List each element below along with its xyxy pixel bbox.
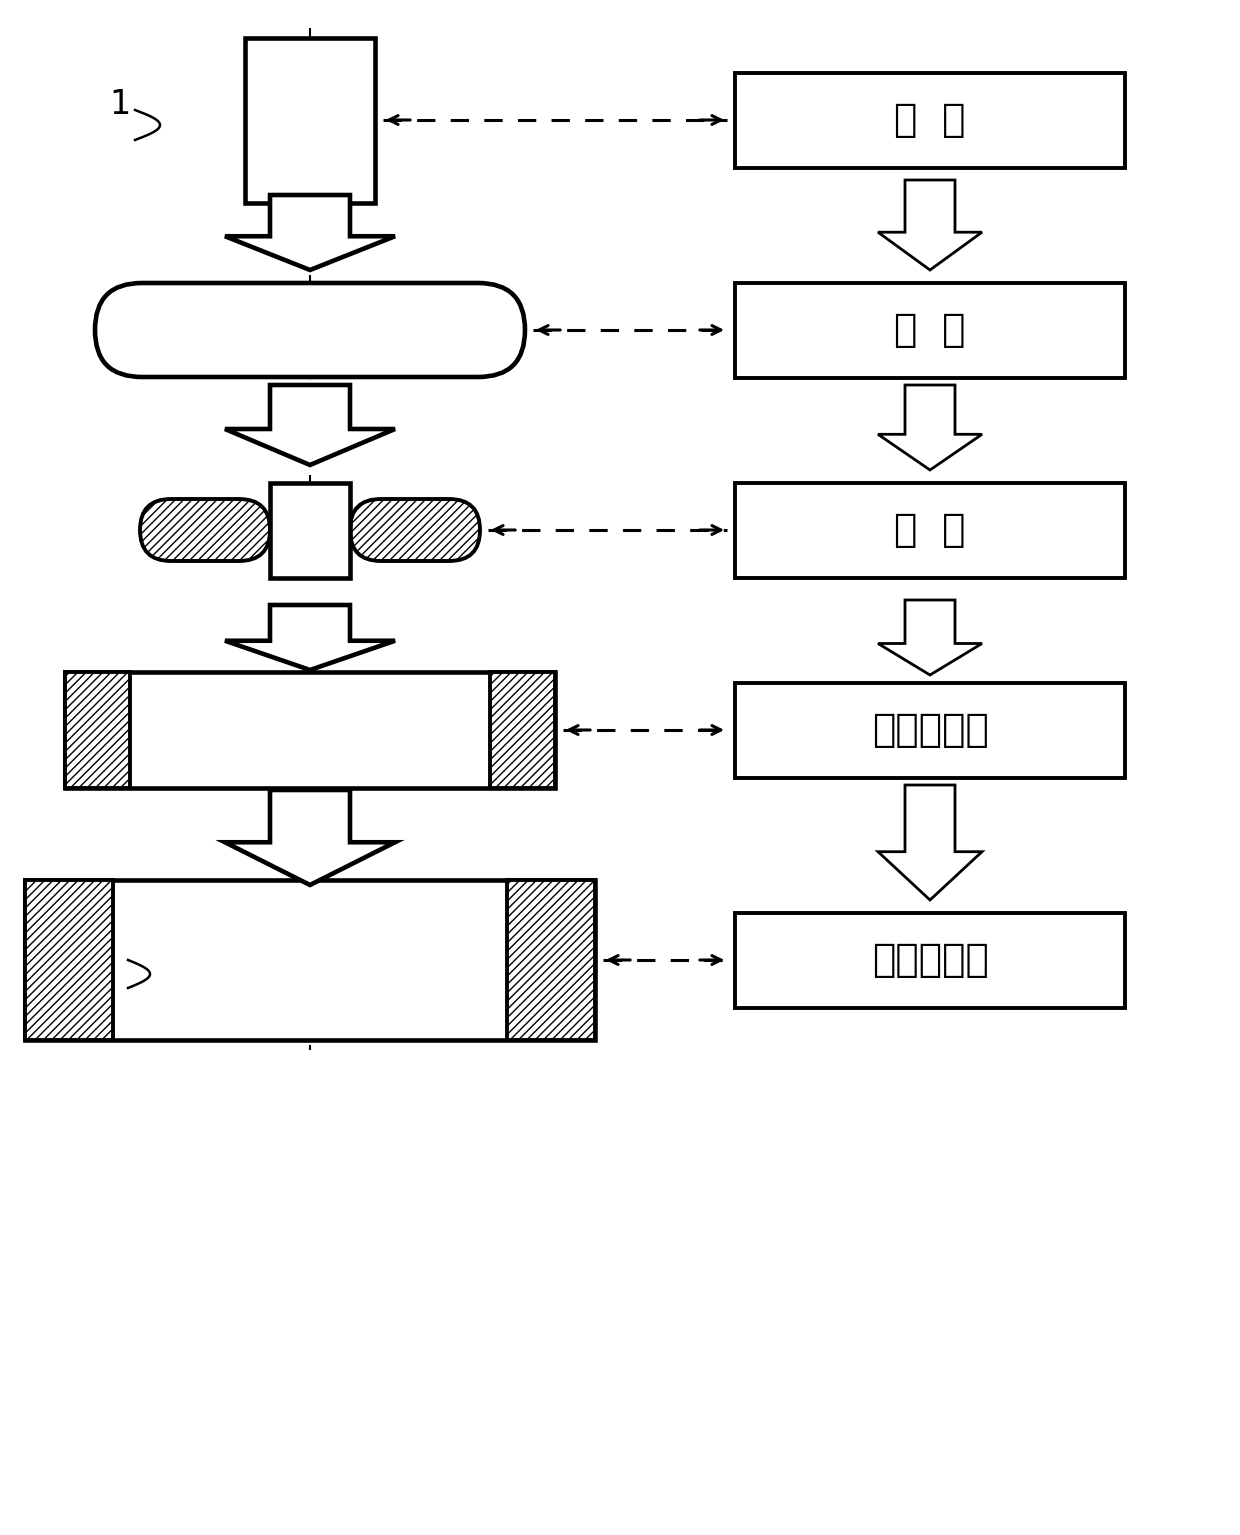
FancyBboxPatch shape — [350, 499, 480, 560]
FancyBboxPatch shape — [140, 499, 270, 560]
Bar — [735, 683, 1125, 778]
Text: 棒  材: 棒 材 — [894, 101, 966, 140]
Bar — [270, 482, 350, 577]
Polygon shape — [878, 784, 982, 900]
Text: 第一次环轧: 第一次环轧 — [872, 711, 988, 749]
Polygon shape — [878, 180, 982, 270]
FancyBboxPatch shape — [95, 282, 525, 378]
Text: 镯  粗: 镯 粗 — [894, 312, 966, 348]
Text: 第二次环轧: 第二次环轧 — [872, 941, 988, 979]
Bar — [735, 912, 1125, 1007]
Text: 10: 10 — [89, 949, 131, 981]
Polygon shape — [224, 385, 396, 465]
Bar — [64, 672, 556, 787]
Bar — [735, 282, 1125, 378]
Text: 1: 1 — [109, 89, 130, 121]
Bar — [25, 880, 113, 1041]
Bar — [507, 880, 595, 1041]
Bar — [735, 482, 1125, 577]
Bar — [246, 37, 374, 203]
Bar — [25, 880, 595, 1041]
Polygon shape — [224, 605, 396, 669]
Polygon shape — [878, 385, 982, 470]
Text: 冲  孔: 冲 孔 — [894, 511, 966, 550]
Polygon shape — [224, 791, 396, 886]
Polygon shape — [224, 195, 396, 270]
Bar — [490, 672, 556, 787]
Polygon shape — [878, 600, 982, 675]
Bar — [735, 72, 1125, 167]
Bar — [64, 672, 130, 787]
